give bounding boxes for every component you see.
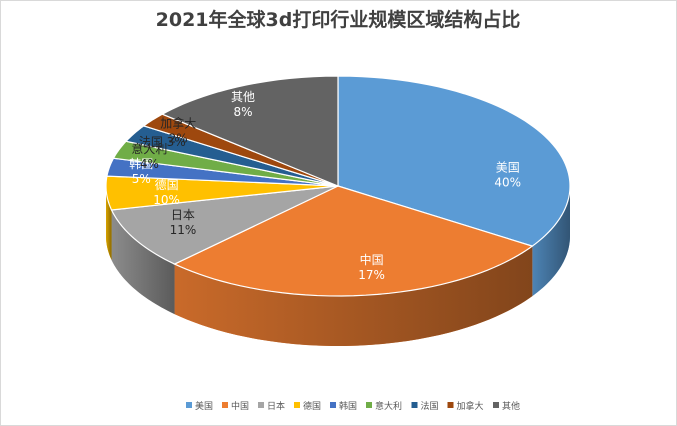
legend-label-日本: 日本 (267, 400, 285, 412)
pie-slice-意大利 (112, 140, 339, 187)
pie-side-shade-日本 (111, 209, 175, 315)
legend-label-意大利: 意大利 (375, 400, 402, 412)
legend-swatch-中国 (222, 402, 228, 408)
legend-swatch-意大利 (366, 402, 372, 408)
legend-swatch-加拿大 (447, 402, 454, 408)
pie-slice-其他 (160, 75, 339, 187)
legend-swatch-日本 (258, 402, 264, 408)
pie-slice-日本 (110, 185, 339, 265)
legend-swatch-韩国 (330, 402, 336, 408)
legend-label-美国: 美国 (195, 400, 213, 412)
legend-label-中国: 中国 (231, 400, 249, 412)
pie-labels: 美国 40% 中国 17% 日本 11%德国 10%韩国 5%意大利 4%法国 3%加拿大 2% 其… (129, 90, 521, 282)
slice-label-韩国: 韩国 5% (129, 156, 153, 186)
slice-label-中国: 中国 17% (358, 252, 385, 282)
slice-label-意大利: 意大利 4% (131, 141, 167, 171)
legend-label-德国: 德国 (303, 400, 321, 412)
legend-label-韩国: 韩国 (339, 400, 357, 412)
pie-side-shade-德国 (106, 186, 112, 260)
legend-label-法国: 法国 (421, 400, 439, 412)
slice-label-其他: 其他 8% (231, 90, 255, 119)
legend-swatch-美国 (186, 402, 192, 408)
legend-label-其他: 其他 (502, 400, 520, 412)
legend-swatch-德国 (294, 402, 300, 408)
pie-slice-加拿大 (142, 113, 339, 187)
pie-slice-中国 (173, 185, 534, 297)
pie-slice-德国 (105, 175, 339, 211)
pie-side-shade-美国 (532, 186, 570, 297)
chart-title: 2021年全球3d打印行业规模区域结构占比 (156, 8, 521, 31)
legend-swatch-法国 (411, 402, 418, 408)
slice-label-德国: 德国 10% (153, 177, 180, 207)
slice-label-加拿大: 加拿大 2% (160, 115, 196, 145)
slice-label-美国: 美国 40% (494, 161, 521, 190)
legend-swatch-其他 (493, 402, 499, 408)
legend: 美国 中国 日本 德国 韩国 意大利 法国 加拿大 其他 (186, 400, 520, 412)
legend-label-加拿大: 加拿大 (457, 400, 484, 412)
pie-slice-法国 (124, 125, 339, 187)
slice-label-日本: 日本 11% (170, 208, 197, 237)
pie-tops (105, 75, 571, 297)
slice-label-法国: 法国 3% (139, 135, 186, 149)
